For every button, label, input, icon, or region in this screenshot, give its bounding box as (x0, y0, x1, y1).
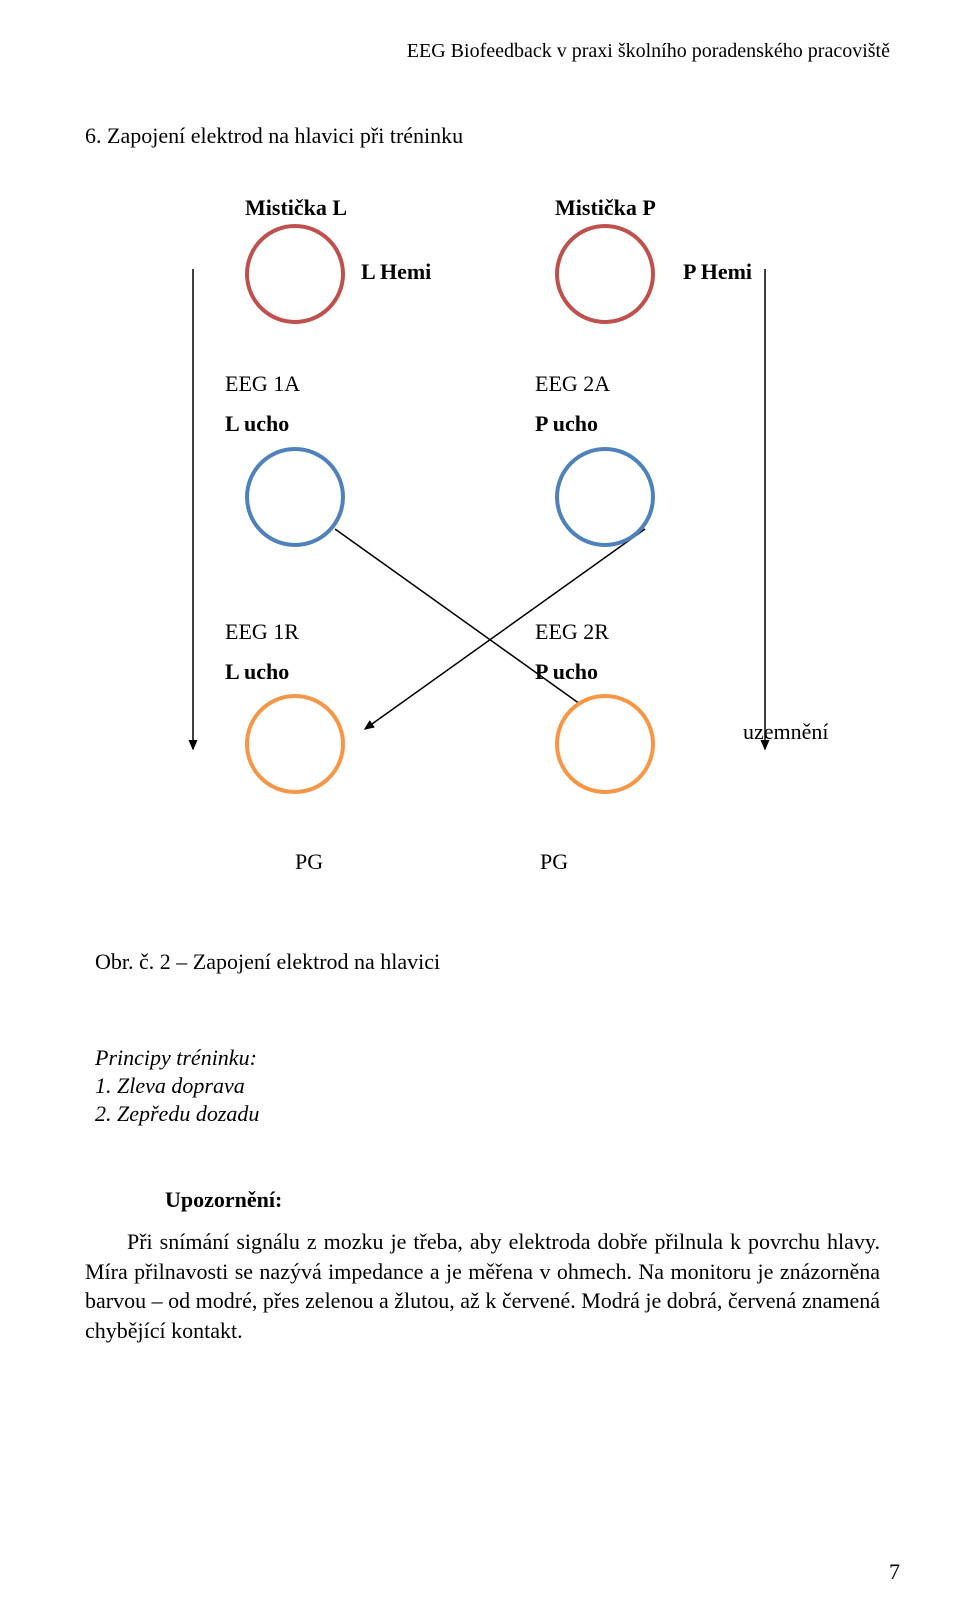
circle-misticka-p (555, 224, 655, 324)
principles-title: Principy tréninku: (95, 1045, 890, 1071)
document-page: EEG Biofeedback v praxi školního poraden… (0, 0, 960, 1620)
running-header: EEG Biofeedback v praxi školního poraden… (85, 40, 890, 63)
label-p-hemi: P Hemi (683, 259, 752, 285)
circle-p-ucho-2 (555, 694, 655, 794)
circle-l-ucho-2 (245, 694, 345, 794)
circle-p-ucho-1 (555, 447, 655, 547)
label-eeg-2a: EEG 2A (535, 371, 610, 397)
principle-item-1: 1. Zleva doprava (95, 1073, 890, 1099)
label-l-ucho-1: L ucho (225, 411, 289, 437)
label-l-hemi: L Hemi (361, 259, 431, 285)
figure-caption: Obr. č. 2 – Zapojení elektrod na hlavici (95, 949, 890, 975)
notice-body: Při snímání signálu z mozku je třeba, ab… (85, 1227, 880, 1346)
label-eeg-1a: EEG 1A (225, 371, 300, 397)
notice-block: Upozornění: Při snímání signálu z mozku … (165, 1187, 880, 1346)
label-uzemneni: uzemnění (743, 719, 829, 745)
label-p-ucho-2: P ucho (535, 659, 598, 685)
principle-item-2: 2. Zepředu dozadu (95, 1101, 890, 1127)
label-pg-r: PG (540, 849, 568, 875)
label-p-ucho-1: P ucho (535, 411, 598, 437)
circle-l-ucho-1 (245, 447, 345, 547)
label-eeg-1r: EEG 1R (225, 619, 299, 645)
label-misticka-p: Mistička P (555, 195, 656, 221)
page-number: 7 (889, 1559, 900, 1585)
section-heading: 6. Zapojení elektrod na hlavici při trén… (85, 123, 890, 149)
label-l-ucho-2: L ucho (225, 659, 289, 685)
label-pg-l: PG (295, 849, 323, 875)
label-misticka-l: Mistička L (245, 195, 347, 221)
electrode-diagram: Mistička L Mistička P L Hemi P Hemi EEG … (145, 199, 945, 879)
circle-misticka-l (245, 224, 345, 324)
notice-title: Upozornění: (165, 1187, 880, 1213)
label-eeg-2r: EEG 2R (535, 619, 609, 645)
principles-block: Principy tréninku: 1. Zleva doprava 2. Z… (95, 1045, 890, 1127)
